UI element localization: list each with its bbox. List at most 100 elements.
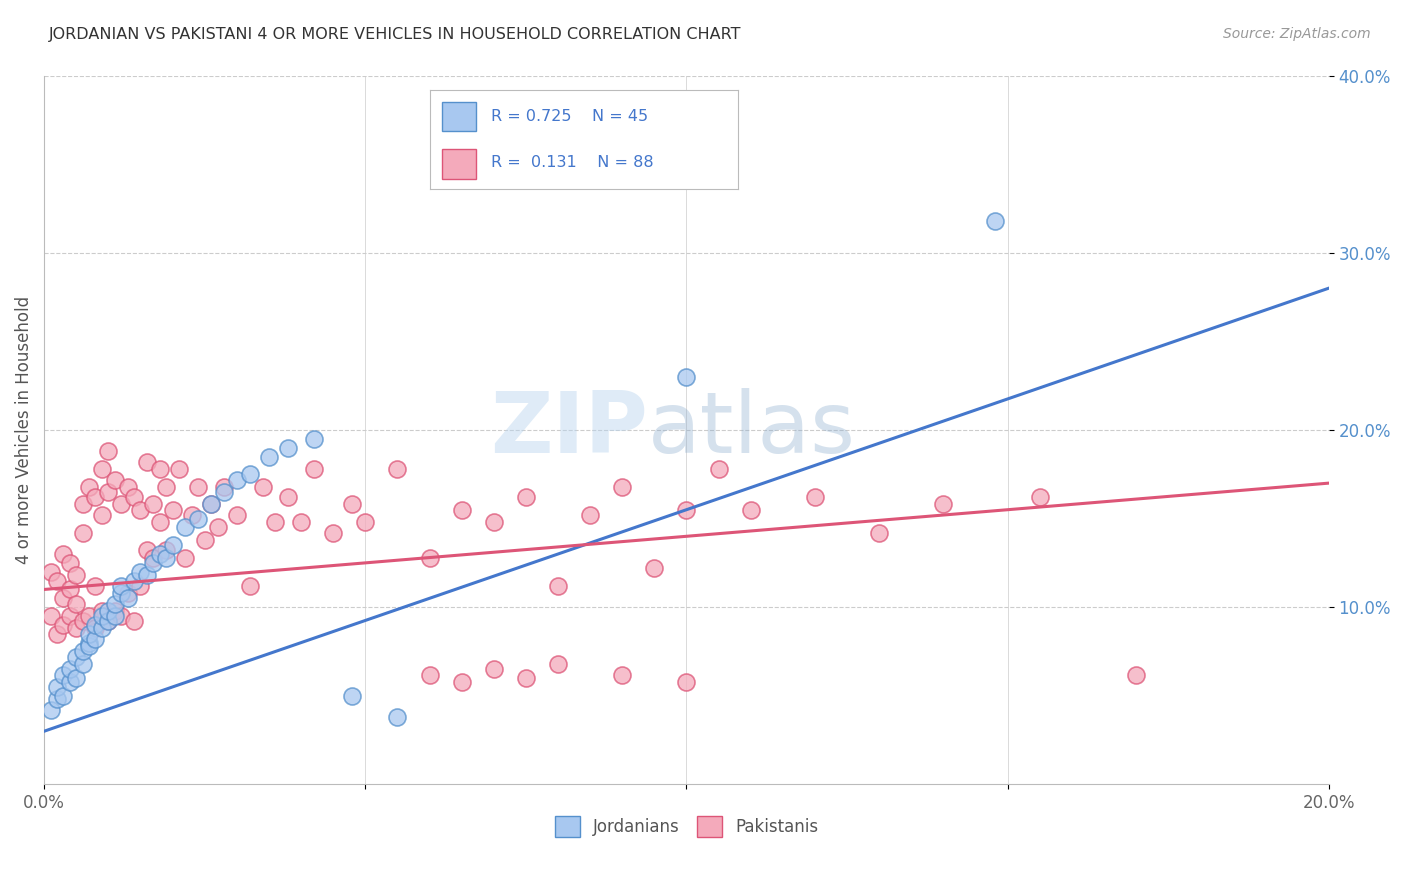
Point [72, 615, 94, 629]
Point [90, 508, 112, 522]
Point [117, 586, 139, 600]
Point [97, 615, 120, 629]
Point [740, 502, 762, 516]
Point [117, 591, 139, 606]
Point [174, 550, 197, 565]
Point [277, 441, 299, 455]
Point [90, 462, 112, 476]
Point [302, 462, 325, 476]
Text: ZIP: ZIP [491, 388, 648, 472]
Point [194, 533, 217, 547]
Point [59, 556, 82, 570]
Point [59, 662, 82, 676]
Point [65, 568, 87, 582]
Point [290, 515, 312, 529]
Point [77, 626, 100, 640]
Point [239, 467, 262, 482]
Point [142, 550, 165, 565]
Point [104, 604, 127, 618]
Point [90, 622, 112, 636]
Point [207, 520, 229, 534]
Point [1125, 667, 1147, 681]
Point [65, 649, 87, 664]
Point [322, 525, 344, 540]
Point [252, 480, 274, 494]
Point [52, 591, 75, 606]
Point [225, 508, 247, 522]
Point [707, 462, 730, 476]
Point [97, 615, 120, 629]
Point [72, 497, 94, 511]
Point [515, 491, 537, 505]
Point [59, 674, 82, 689]
Point [46, 574, 69, 588]
Point [90, 609, 112, 624]
Point [135, 455, 157, 469]
Point [200, 497, 222, 511]
Y-axis label: 4 or more Vehicles in Household: 4 or more Vehicles in Household [15, 296, 32, 564]
Point [162, 502, 184, 516]
Point [135, 543, 157, 558]
Point [84, 622, 107, 636]
Legend: Jordanians, Pakistanis: Jordanians, Pakistanis [548, 810, 825, 844]
Point [104, 597, 127, 611]
Point [52, 547, 75, 561]
Point [675, 502, 697, 516]
Point [149, 515, 172, 529]
Point [1028, 491, 1050, 505]
Point [77, 480, 100, 494]
Point [97, 444, 120, 458]
Point [97, 604, 120, 618]
Point [52, 667, 75, 681]
Point [264, 515, 287, 529]
Point [110, 586, 132, 600]
Point [547, 579, 569, 593]
Point [212, 480, 235, 494]
Point [342, 689, 364, 703]
Point [52, 689, 75, 703]
Point [277, 491, 299, 505]
Point [135, 568, 157, 582]
Point [122, 574, 145, 588]
Point [482, 662, 505, 676]
Point [65, 597, 87, 611]
Point [110, 579, 132, 593]
Point [162, 538, 184, 552]
Point [149, 462, 172, 476]
Point [354, 515, 377, 529]
Point [450, 674, 472, 689]
Point [174, 520, 197, 534]
Point [84, 579, 107, 593]
Point [515, 671, 537, 685]
Point [110, 497, 132, 511]
Point [187, 511, 209, 525]
Point [59, 582, 82, 597]
Point [418, 667, 440, 681]
Point [46, 692, 69, 706]
Point [239, 579, 262, 593]
Point [65, 671, 87, 685]
Point [129, 565, 152, 579]
Point [387, 462, 409, 476]
Point [149, 547, 172, 561]
Point [387, 710, 409, 724]
Point [643, 561, 665, 575]
Point [155, 480, 177, 494]
Point [187, 480, 209, 494]
Point [482, 515, 505, 529]
Point [39, 565, 62, 579]
Point [97, 485, 120, 500]
Point [450, 502, 472, 516]
Point [52, 618, 75, 632]
Point [868, 525, 890, 540]
Point [612, 480, 634, 494]
Point [77, 635, 100, 649]
Text: atlas: atlas [648, 388, 856, 472]
Point [675, 369, 697, 384]
Point [212, 485, 235, 500]
Point [547, 657, 569, 671]
Point [142, 497, 165, 511]
Point [77, 639, 100, 653]
Point [342, 497, 364, 511]
Point [46, 626, 69, 640]
